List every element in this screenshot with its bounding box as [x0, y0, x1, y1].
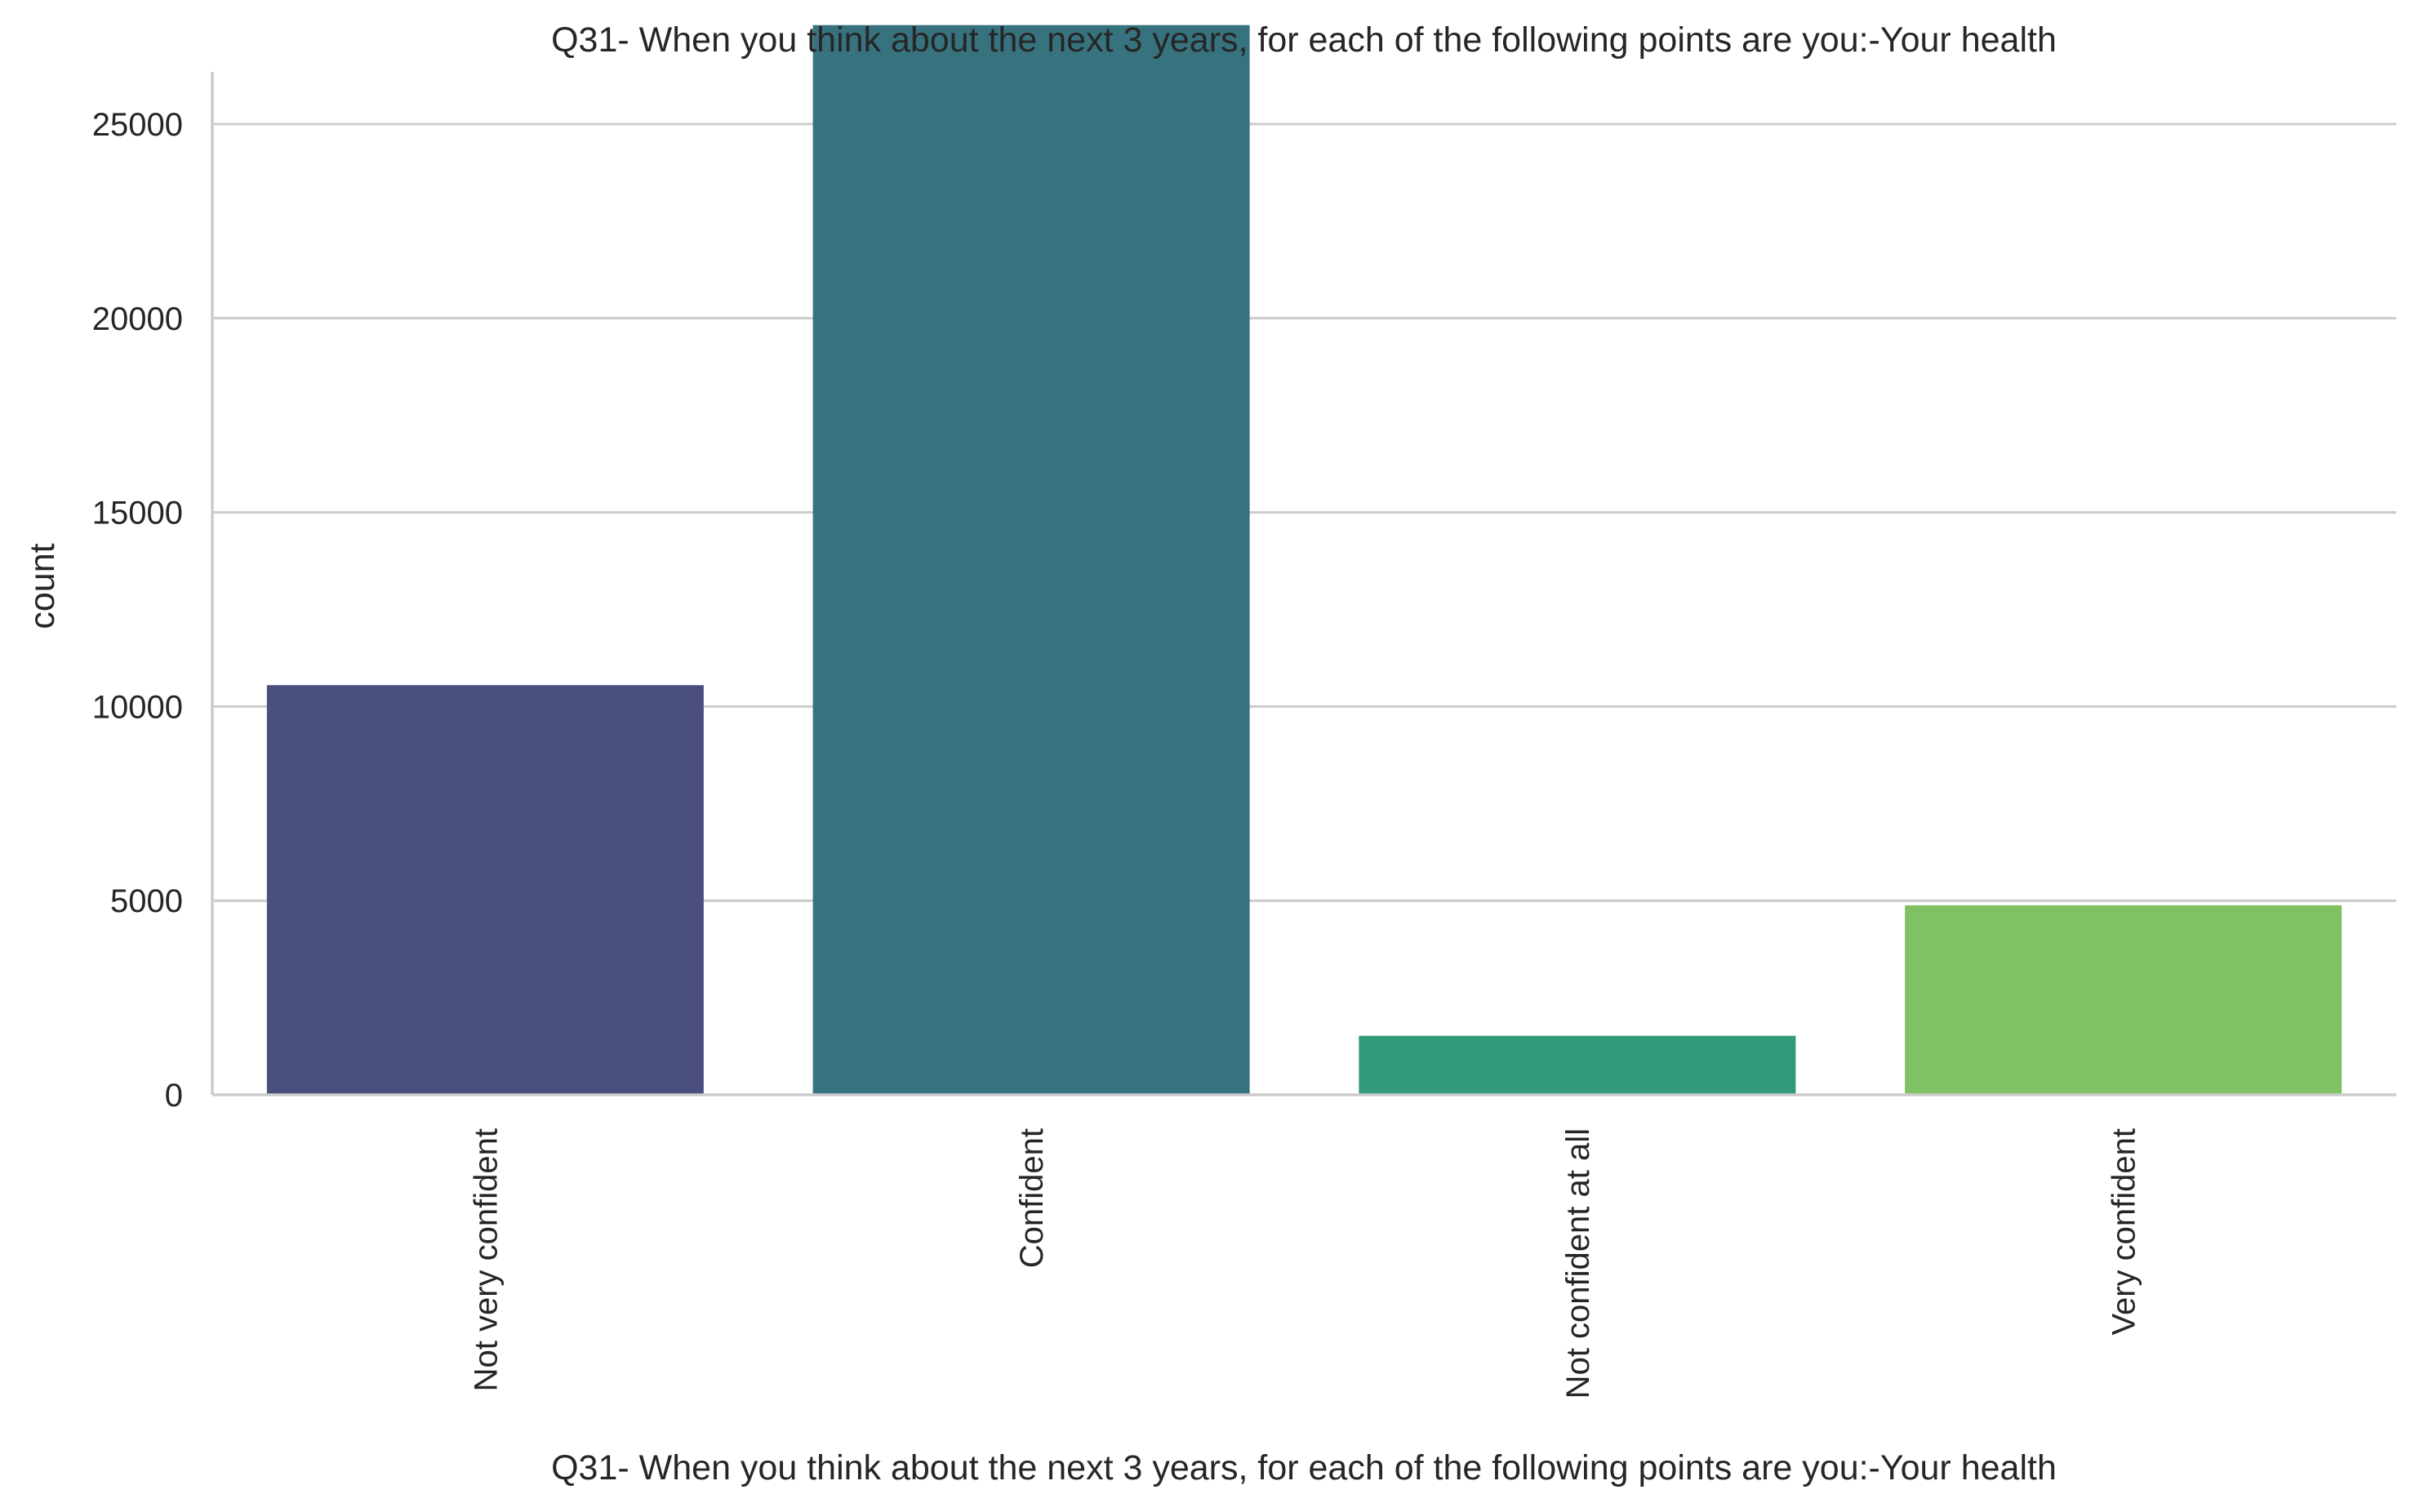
- axes: [211, 72, 2396, 1096]
- x-tick-label: Confident: [1014, 1128, 1050, 1268]
- bar-very-confident: [1905, 905, 2342, 1095]
- y-axis-label: count: [23, 543, 62, 629]
- y-tick-label: 0: [165, 1078, 183, 1114]
- y-tick-label: 10000: [92, 689, 183, 725]
- chart-title: Q31- When you think about the next 3 yea…: [551, 20, 2057, 60]
- x-tick-labels: Not very confident Confident Not confident…: [468, 1128, 2142, 1399]
- x-tick-label: Very confident: [2106, 1128, 2142, 1336]
- x-axis-label: Q31- When you think about the next 3 yea…: [551, 1448, 2057, 1488]
- y-tick-label: 25000: [92, 107, 183, 143]
- y-tick-label: 15000: [92, 496, 183, 531]
- bar-not-confident-at-all: [1359, 1035, 1796, 1095]
- y-tick-label: 5000: [110, 883, 183, 919]
- y-tick-label: 20000: [92, 301, 183, 337]
- bar-confident: [812, 24, 1250, 1095]
- x-tick-label: Not confident at all: [1560, 1128, 1596, 1399]
- bars: [266, 24, 2342, 1095]
- x-tick-label: Not very confident: [468, 1128, 504, 1391]
- bar-not-very-confident: [266, 685, 704, 1095]
- y-tick-labels: 0 5000 10000 15000 20000 25000: [92, 107, 183, 1114]
